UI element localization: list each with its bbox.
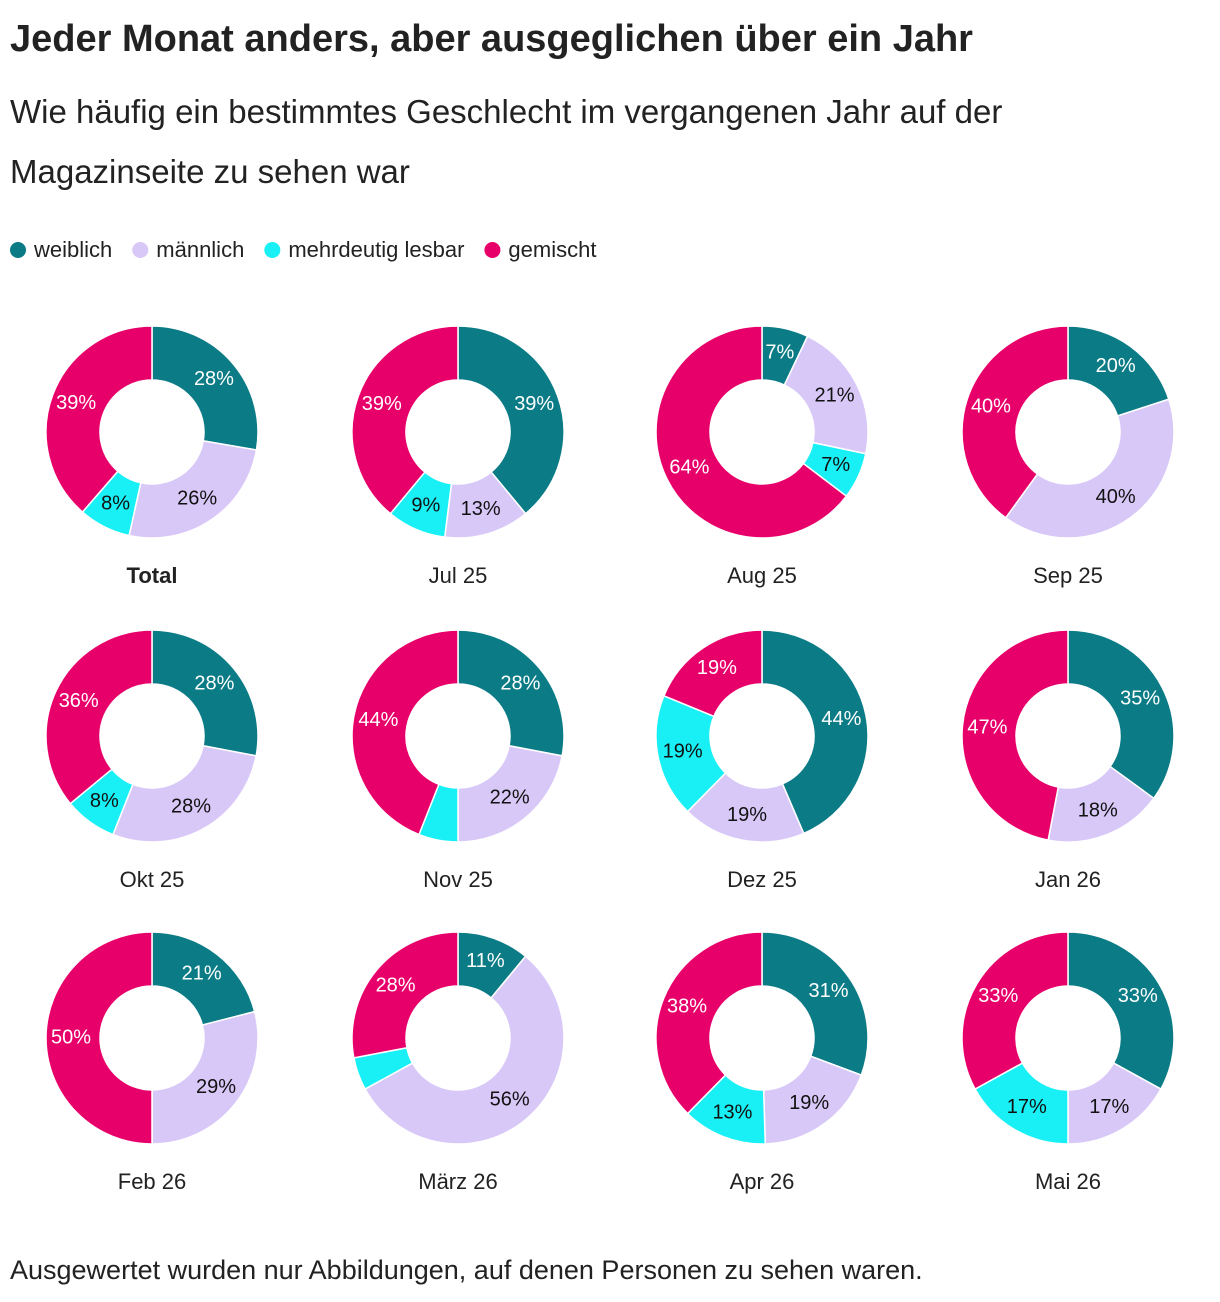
donut-segment xyxy=(128,439,258,539)
panel-label: Jul 25 xyxy=(429,563,488,588)
donut-segment xyxy=(457,325,565,515)
data-label: 7% xyxy=(765,341,794,363)
data-label: 17% xyxy=(1089,1096,1129,1118)
donut-segment xyxy=(151,325,259,451)
data-label: 28% xyxy=(500,673,540,695)
donut-segment xyxy=(151,931,256,1026)
data-label: 22% xyxy=(490,787,530,809)
donut-segment xyxy=(45,931,153,1145)
panel-label: Aug 25 xyxy=(727,563,797,588)
data-label: 17% xyxy=(1007,1096,1047,1118)
data-label: 39% xyxy=(514,393,554,415)
data-label: 31% xyxy=(809,980,849,1002)
data-label: 38% xyxy=(667,996,707,1018)
data-label: 8% xyxy=(90,790,119,812)
legend-swatch xyxy=(10,242,26,258)
data-label: 21% xyxy=(182,962,222,984)
data-label: 44% xyxy=(821,708,861,730)
data-label: 56% xyxy=(490,1089,530,1111)
legend-label: mehrdeutig lesbar xyxy=(288,237,464,262)
data-label: 40% xyxy=(971,395,1011,417)
donut-segment xyxy=(961,931,1069,1091)
donut-segment xyxy=(961,325,1069,519)
panel-label: Jan 26 xyxy=(1035,867,1101,892)
data-label: 28% xyxy=(376,975,416,997)
data-label: 19% xyxy=(663,741,703,763)
data-label: 19% xyxy=(697,657,737,679)
donut-segment xyxy=(45,325,153,514)
donut-segment xyxy=(151,1010,259,1145)
data-label: 7% xyxy=(821,454,850,476)
donut-segment xyxy=(1067,629,1175,800)
panel-label: Apr 26 xyxy=(730,1169,795,1194)
data-label: 64% xyxy=(669,456,709,478)
donut-segment xyxy=(761,931,869,1077)
donut-segment xyxy=(112,744,257,843)
donut-segment xyxy=(783,335,869,455)
donut-segment xyxy=(1067,325,1170,417)
data-label: 19% xyxy=(789,1092,829,1114)
donut-segment xyxy=(351,325,459,515)
donut-segment xyxy=(961,629,1069,842)
panel-label: März 26 xyxy=(418,1169,497,1194)
donut-segment xyxy=(151,629,259,757)
panel-label: Okt 25 xyxy=(120,867,185,892)
data-label: 13% xyxy=(461,498,501,520)
footnote: Ausgewertet wurden nur Abbildungen, auf … xyxy=(10,1255,923,1285)
panel-label: Dez 25 xyxy=(727,867,797,892)
data-label: 8% xyxy=(101,493,130,515)
data-label: 50% xyxy=(51,1026,91,1048)
donut-segment xyxy=(1004,398,1175,539)
data-label: 40% xyxy=(1096,486,1136,508)
data-label: 35% xyxy=(1120,688,1160,710)
donut-segment xyxy=(761,629,869,835)
panel-label: Sep 25 xyxy=(1033,563,1103,588)
donut-segment xyxy=(45,629,153,805)
data-label: 28% xyxy=(194,673,234,695)
donut-segment xyxy=(351,931,459,1059)
data-label: 26% xyxy=(177,488,217,510)
data-label: 28% xyxy=(171,795,211,817)
donut-segment xyxy=(364,955,565,1145)
donut-segment xyxy=(457,629,565,757)
panel-label: Total xyxy=(127,563,178,588)
donut-segment xyxy=(351,629,459,836)
legend-label: weiblich xyxy=(33,237,112,262)
data-label: 9% xyxy=(411,495,440,517)
data-label: 11% xyxy=(466,950,505,972)
data-label: 19% xyxy=(727,804,767,826)
legend-swatch xyxy=(264,242,281,258)
chart-subtitle: Wie häufig ein bestimmtes Geschlecht im … xyxy=(10,93,1003,190)
data-label: 39% xyxy=(56,392,96,414)
donut-segment xyxy=(655,931,763,1115)
donut-segment xyxy=(457,744,563,843)
panel-label: Mai 26 xyxy=(1035,1169,1101,1194)
data-label: 13% xyxy=(712,1102,752,1124)
donut-segment xyxy=(1067,931,1175,1091)
legend-swatch xyxy=(484,242,501,258)
legend-label: männlich xyxy=(156,237,244,262)
data-label: 28% xyxy=(194,368,234,390)
panel-label: Feb 26 xyxy=(118,1169,187,1194)
data-label: 18% xyxy=(1078,800,1118,822)
data-label: 47% xyxy=(967,717,1007,739)
data-label: 29% xyxy=(196,1076,236,1098)
legend-swatch xyxy=(132,242,149,258)
data-label: 33% xyxy=(1118,985,1158,1007)
data-label: 44% xyxy=(358,709,398,731)
donut-segment xyxy=(655,325,848,539)
panel-label: Nov 25 xyxy=(423,867,493,892)
data-label: 20% xyxy=(1096,355,1136,377)
data-label: 36% xyxy=(59,690,99,712)
data-label: 33% xyxy=(978,985,1018,1007)
donut-segment xyxy=(662,629,763,718)
data-label: 39% xyxy=(362,393,402,415)
data-label: 21% xyxy=(815,384,855,406)
legend-label: gemischt xyxy=(508,237,596,262)
chart-title: Jeder Monat anders, aber ausgeglichen üb… xyxy=(10,18,973,60)
